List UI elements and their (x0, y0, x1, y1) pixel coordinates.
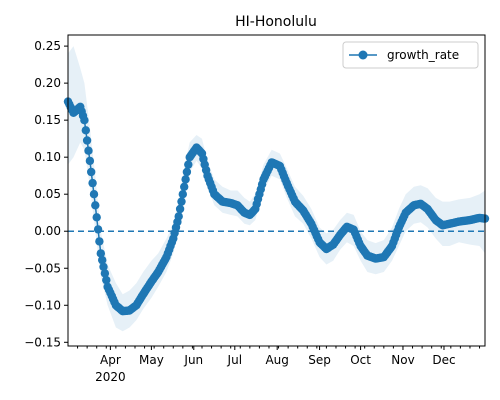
legend-label: growth_rate (387, 48, 459, 62)
data-point (87, 167, 96, 177)
x-tick-label: Nov (391, 353, 414, 367)
plot-frame (67, 34, 486, 347)
plot-area (63, 46, 490, 332)
data-point (82, 136, 92, 145)
data-point (85, 156, 95, 166)
data-point (180, 182, 189, 191)
x-tick-label: Aug (265, 353, 288, 367)
data-point (102, 275, 111, 285)
x-tick-label: May (139, 353, 164, 367)
y-tick-label: 0.15 (34, 113, 61, 127)
data-point (184, 160, 193, 169)
data-point (182, 167, 192, 177)
chart-title: HI-Honolulu (235, 14, 317, 30)
x-tick-label: Jul (227, 353, 242, 367)
legend-marker-swatch (358, 50, 368, 60)
axes: −0.15 −0.10 −0.05 0.00 0.05 0.10 0.15 0.20 0.25 A… (24, 34, 486, 384)
x-tick-label: Jun (183, 353, 203, 367)
data-point (93, 225, 103, 234)
y-tick-label: 0.00 (34, 224, 61, 238)
y-tick-label: 0.20 (34, 76, 61, 90)
data-point (99, 262, 108, 271)
y-tick-label: 0.10 (34, 150, 61, 164)
data-point (174, 212, 183, 221)
data-point (98, 255, 107, 265)
data-point (91, 201, 100, 210)
confidence-band (68, 46, 485, 332)
y-tick-label: −0.10 (24, 298, 61, 312)
data-point (92, 213, 101, 222)
growth-rate-markers (63, 97, 490, 316)
x-tick-label: Apr (100, 353, 121, 367)
x-year-label: 2020 (95, 370, 126, 384)
data-point (84, 146, 93, 155)
data-point (178, 190, 187, 199)
data-point (100, 269, 110, 278)
data-point (175, 204, 185, 214)
x-tick-label: Sep (308, 353, 331, 367)
data-point (89, 190, 99, 199)
legend-box (342, 41, 479, 69)
y-tick-label: −0.05 (24, 261, 61, 275)
x-tick-label: Oct (350, 353, 371, 367)
y-tick-label: 0.25 (34, 39, 61, 53)
data-point (95, 237, 104, 246)
data-point (181, 175, 190, 184)
data-point (80, 116, 89, 125)
data-point (81, 126, 91, 135)
data-point (177, 197, 186, 206)
x-tick-label: Dec (432, 353, 455, 367)
data-point (96, 249, 106, 258)
y-tick-label: 0.05 (34, 187, 61, 201)
y-tick-label: −0.15 (24, 335, 61, 349)
legend: growth_rate (342, 41, 479, 69)
data-point (88, 178, 97, 188)
